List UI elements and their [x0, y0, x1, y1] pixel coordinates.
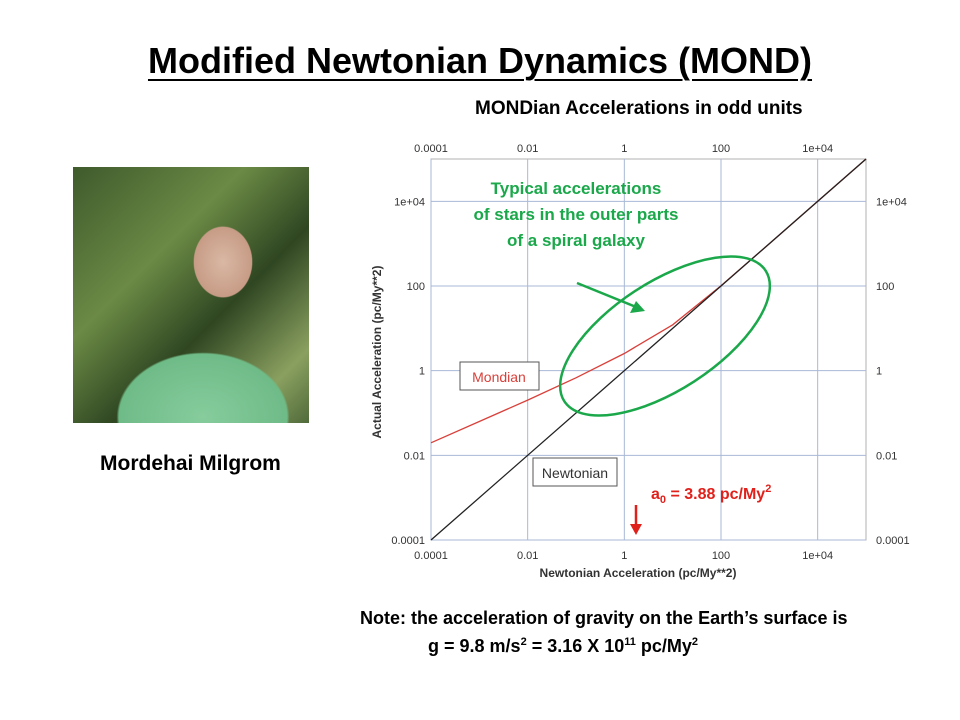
x-tick-label-bottom: 100: [712, 550, 730, 562]
note-g: g = 9.8 m/s: [428, 636, 521, 656]
x-tick-label-top: 0.0001: [414, 143, 448, 155]
x-tick-label-bottom: 0.01: [517, 550, 538, 562]
annotation-arrow-shaft: [576, 281, 637, 309]
note-line-2: g = 9.8 m/s2 = 3.16 X 1011 pc/My2: [428, 636, 698, 657]
annotation-line-1: Typical accelerations: [491, 179, 662, 198]
mondian-label: Mondian: [472, 369, 526, 385]
annotation-line-3: of a spiral galaxy: [507, 231, 645, 250]
mondian-label-box: [459, 361, 540, 391]
chart-subtitle: MONDian Accelerations in odd units: [475, 98, 803, 119]
y-tick-label-right: 0.0001: [876, 535, 910, 547]
y-axis-title: Actual Acceleration (pc/My**2): [370, 266, 384, 439]
note-line-1: Note: the acceleration of gravity on the…: [360, 608, 848, 628]
mond-chart: 0.0001 0.0001 0.01 0.01 1 1 100 100 1e+04 1e+04 0.…: [370, 143, 910, 580]
x-tick-label-bottom: 0.0001: [414, 550, 448, 562]
newtonian-line: [430, 158, 867, 541]
newtonian-label: Newtonian: [542, 465, 608, 481]
photo-caption: Mordehai Milgrom: [100, 452, 281, 475]
note-g-exp: 2: [520, 636, 527, 648]
portrait-photo: [73, 167, 309, 423]
y-tick-label-right: 0.01: [876, 450, 897, 462]
y-tick-label-left: 1e+04: [394, 196, 425, 208]
slide-title: Modified Newtonian Dynamics (MOND): [147, 40, 813, 81]
note-unit: pc/My: [635, 636, 692, 656]
newtonian-label-box: [532, 457, 618, 487]
tick-labels: 0.0001 0.0001 0.01 0.01 1 1 100 100 1e+04 1e+04 0.…: [391, 143, 909, 562]
annotation-line-2: of stars in the outer parts: [474, 205, 679, 224]
series-layer: [430, 158, 867, 541]
y-tick-label-right: 1e+04: [876, 196, 907, 208]
a0-arrow-head: [630, 524, 642, 535]
x-tick-label-bottom: 1e+04: [802, 550, 833, 562]
x-axis-title: Newtonian Acceleration (pc/My**2): [540, 566, 737, 580]
y-tick-label-left: 100: [407, 281, 425, 293]
a0-label: a0 = 3.88 pc/My2: [651, 483, 771, 506]
note-unit-exp: 2: [691, 636, 699, 648]
annotation-ellipse: [558, 255, 772, 417]
y-tick-label-left: 1: [419, 366, 425, 378]
y-tick-label-left: 0.0001: [391, 535, 425, 547]
y-tick-label-right: 100: [876, 281, 894, 293]
x-tick-label-top: 1e+04: [802, 143, 833, 155]
x-tick-label-top: 0.01: [517, 143, 538, 155]
x-tick-label-top: 1: [621, 143, 627, 155]
x-tick-label-top: 100: [712, 143, 730, 155]
x-tick-label-bottom: 1: [621, 550, 627, 562]
y-tick-label-left: 0.01: [404, 450, 425, 462]
note-eq: = 3.16 X 10: [526, 636, 625, 656]
annotation-arrow-head: [630, 301, 645, 313]
note-eq-exp: 11: [624, 636, 636, 648]
y-tick-label-right: 1: [876, 366, 882, 378]
